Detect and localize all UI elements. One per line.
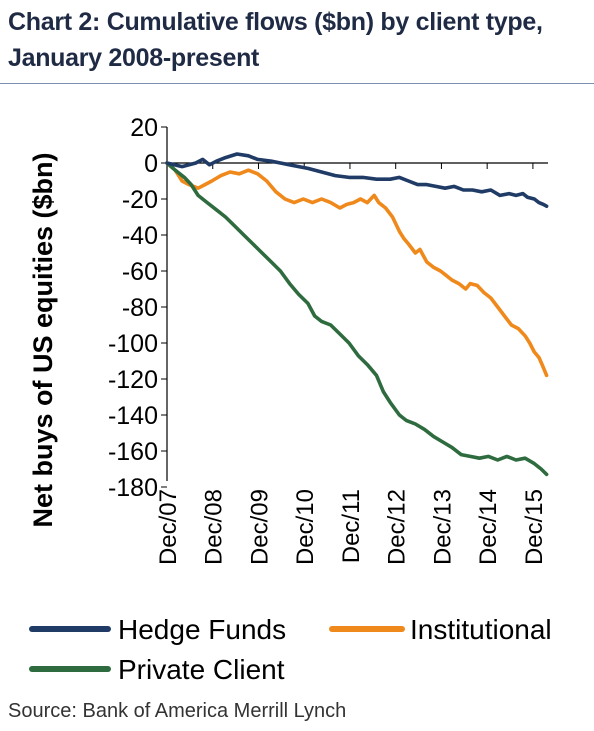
source-note: Source: Bank of America Merrill Lynch [8, 700, 347, 722]
x-tick-label: Dec/07 [155, 489, 182, 565]
legend-label-private-client: Private Client [118, 654, 285, 685]
legend-label-hedge-funds: Hedge Funds [118, 614, 286, 645]
chart-title: Chart 2: Cumulative flows ($bn) by clien… [8, 4, 588, 76]
chart-legend: Hedge Funds Institutional Private Client [29, 614, 552, 685]
y-tick-label: 20 [130, 114, 158, 142]
chart-title-line-1: Chart 2: Cumulative flows ($bn) by clien… [8, 8, 543, 36]
y-axis-label: Net buys of US equities ($bn) [28, 152, 58, 527]
y-tick-label: -40 [122, 222, 158, 250]
y-tick-label: -160 [108, 438, 158, 466]
x-tick-label: Dec/11 [338, 489, 365, 563]
x-tick-label: Dec/10 [292, 489, 319, 565]
series-line-private-client [165, 161, 549, 477]
y-tick-label: -80 [122, 294, 158, 322]
y-tick-label: -100 [108, 330, 158, 358]
chart-series [165, 152, 549, 477]
x-tick-label: Dec/15 [521, 489, 548, 565]
y-tick-label: -180 [108, 474, 158, 502]
x-tick-label: Dec/09 [246, 489, 273, 565]
y-tick-label: -120 [108, 366, 158, 394]
y-tick-label: -20 [122, 186, 158, 214]
y-tick-label: 0 [144, 150, 158, 178]
y-tick-label: -140 [108, 402, 158, 430]
title-divider [0, 83, 594, 84]
x-tick-label: Dec/12 [384, 489, 411, 565]
legend-label-institutional: Institutional [410, 614, 552, 645]
series-line-hedge-funds [165, 152, 549, 208]
y-tick-label: -60 [122, 258, 158, 286]
x-tick-label: Dec/13 [429, 489, 456, 565]
x-tick-label: Dec/08 [201, 489, 228, 565]
x-tick-label: Dec/14 [475, 489, 502, 565]
chart-title-line-2: January 2008-present [8, 44, 260, 72]
series-line-institutional [165, 161, 549, 378]
chart-axes: 200-20-40-60-80-100-120-140-160-180Dec/0… [108, 114, 548, 565]
